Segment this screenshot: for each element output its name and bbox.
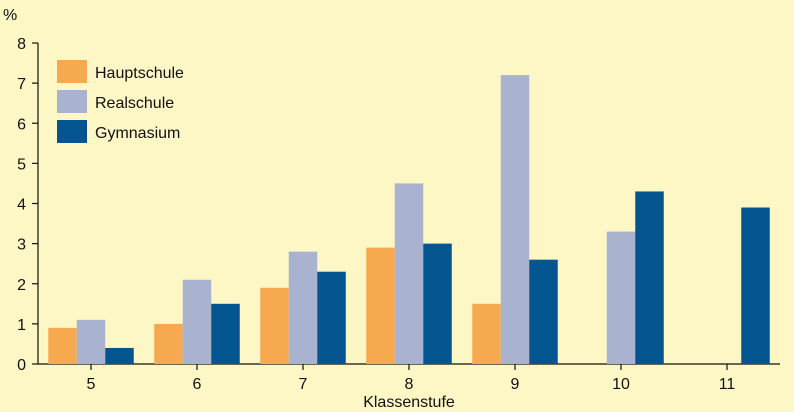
bar-hauptschule-8 xyxy=(366,247,395,364)
y-axis-label: % xyxy=(3,7,17,24)
bar-gymnasium-5 xyxy=(105,347,134,364)
legend-swatch-hauptschule xyxy=(57,60,87,83)
bar-hauptschule-9 xyxy=(472,303,501,364)
bar-gymnasium-11 xyxy=(741,207,770,364)
bar-gymnasium-10 xyxy=(635,191,664,364)
y-tick-label: 3 xyxy=(17,237,26,254)
y-tick-label: 6 xyxy=(17,116,26,133)
y-tick-label: 8 xyxy=(17,36,26,53)
bar-realschule-7 xyxy=(288,251,318,364)
x-tick-label: 11 xyxy=(719,376,736,393)
bars xyxy=(48,75,770,364)
y-tick-label: 7 xyxy=(17,76,26,93)
bar-realschule-5 xyxy=(76,319,106,364)
x-tick-label: 9 xyxy=(511,376,520,393)
bar-gymnasium-9 xyxy=(529,259,558,364)
legend-label: Hauptschule xyxy=(95,65,184,82)
y-tick-label: 4 xyxy=(17,197,26,214)
y-tick-label: 5 xyxy=(17,156,26,173)
legend-swatch-gymnasium xyxy=(57,120,87,143)
bar-realschule-9 xyxy=(500,75,530,364)
bar-realschule-6 xyxy=(182,279,212,364)
legend: Hauptschule Realschule Gymnasium xyxy=(57,60,184,143)
y-tick-label: 1 xyxy=(17,317,26,334)
x-ticks: 5 6 7 8 9 10 11 xyxy=(87,364,736,393)
bar-gymnasium-8 xyxy=(423,243,452,364)
bar-realschule-8 xyxy=(394,183,424,364)
bar-hauptschule-6 xyxy=(154,323,183,364)
y-tick-label: 2 xyxy=(17,277,26,294)
y-ticks: 0 1 2 3 4 5 6 7 8 xyxy=(17,36,38,374)
x-axis-label: Klassenstufe xyxy=(363,394,455,411)
y-tick-label: 0 xyxy=(17,357,26,374)
legend-label: Realschule xyxy=(95,95,174,112)
x-tick-label: 5 xyxy=(87,376,96,393)
legend-swatch-realschule xyxy=(57,90,87,113)
bar-realschule-10 xyxy=(606,231,636,364)
bar-hauptschule-7 xyxy=(260,287,289,364)
bar-hauptschule-5 xyxy=(48,327,77,364)
x-tick-label: 10 xyxy=(612,376,630,393)
legend-label: Gymnasium xyxy=(95,125,180,142)
bar-gymnasium-6 xyxy=(211,303,240,364)
bar-gymnasium-7 xyxy=(317,271,346,364)
x-tick-label: 7 xyxy=(299,376,308,393)
x-tick-label: 6 xyxy=(193,376,202,393)
x-tick-label: 8 xyxy=(405,376,414,393)
